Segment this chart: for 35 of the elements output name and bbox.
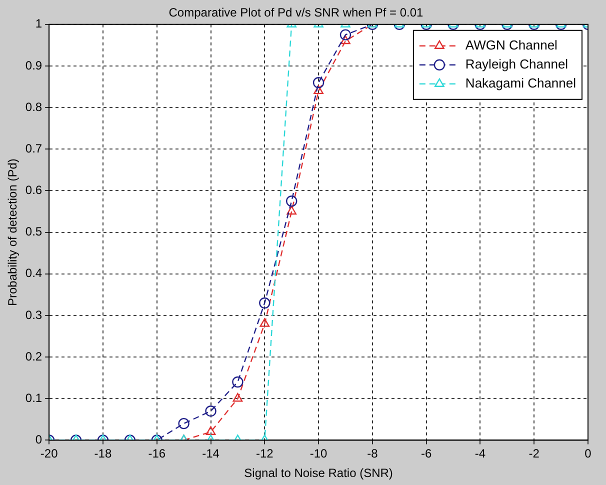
x-axis-title: Signal to Noise Ratio (SNR): [244, 466, 393, 480]
y-tick-label: 0.6: [25, 183, 42, 198]
point: [232, 393, 243, 402]
x-tick-label: 0: [584, 446, 592, 461]
legend-label: Rayleigh Channel: [465, 56, 568, 72]
x-tick-label: -18: [94, 446, 112, 461]
y-tick-label: 0.1: [25, 390, 42, 405]
x-tick-label: -6: [420, 446, 432, 461]
x-tick-label: -16: [148, 446, 166, 461]
x-tick-label: -8: [367, 446, 378, 461]
y-tick-label: 0.2: [25, 349, 42, 364]
point: [260, 318, 270, 327]
y-tick-label: 0.8: [25, 100, 42, 114]
legend-label: AWGN Channel: [465, 37, 558, 52]
y-tick-label: 0.4: [25, 266, 42, 280]
x-tick-label: -12: [256, 446, 274, 461]
x-tick-label: -10: [310, 446, 328, 461]
x-tick-label: -2: [528, 446, 540, 461]
x-tick-label: -14: [202, 446, 220, 461]
point: [312, 77, 324, 88]
point: [286, 206, 297, 215]
point: [206, 426, 216, 435]
y-tick-label: 0.5: [25, 224, 42, 239]
y-tick-label: 0.3: [25, 308, 42, 322]
y-tick-label: 0.9: [25, 58, 42, 72]
chart-title: Comparative Plot of Pd v/s SNR when Pf = 0.01: [168, 6, 424, 20]
y-tick-label: 1: [35, 16, 42, 31]
point: [286, 196, 298, 207]
point: [259, 297, 270, 309]
y-axis-title: Probability of detection (Pd): [6, 158, 20, 306]
x-tick-label: -20: [40, 446, 58, 461]
x-tick-label: -4: [474, 446, 486, 461]
legend-label: Nakagami Channel: [465, 75, 576, 90]
y-tick-label: 0: [35, 432, 42, 447]
y-tick-label: 0.7: [25, 141, 42, 156]
